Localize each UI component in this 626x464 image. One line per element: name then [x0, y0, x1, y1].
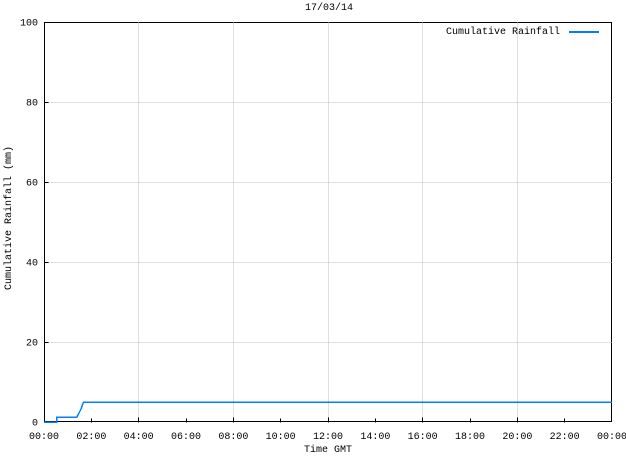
svg-text:100: 100: [20, 19, 38, 30]
svg-text:06:00: 06:00: [171, 432, 201, 443]
svg-text:12:00: 12:00: [313, 432, 343, 443]
svg-text:60: 60: [26, 179, 38, 190]
svg-text:40: 40: [26, 259, 38, 270]
svg-text:22:00: 22:00: [550, 432, 580, 443]
svg-text:00:00: 00:00: [597, 432, 626, 443]
svg-text:20: 20: [26, 339, 38, 350]
svg-text:17/03/14: 17/03/14: [305, 2, 353, 14]
svg-text:02:00: 02:00: [76, 432, 106, 443]
svg-text:Cumulative Rainfall (mm): Cumulative Rainfall (mm): [3, 146, 15, 290]
svg-text:18:00: 18:00: [455, 432, 485, 443]
svg-text:14:00: 14:00: [360, 432, 390, 443]
svg-text:Time GMT: Time GMT: [304, 444, 352, 456]
svg-text:08:00: 08:00: [218, 432, 248, 443]
svg-text:80: 80: [26, 99, 38, 110]
svg-text:00:00: 00:00: [29, 432, 59, 443]
svg-text:0: 0: [32, 419, 38, 430]
svg-text:20:00: 20:00: [502, 432, 532, 443]
svg-text:Cumulative Rainfall: Cumulative Rainfall: [446, 26, 560, 38]
svg-text:10:00: 10:00: [266, 432, 296, 443]
svg-text:04:00: 04:00: [124, 432, 154, 443]
svg-text:16:00: 16:00: [408, 432, 438, 443]
